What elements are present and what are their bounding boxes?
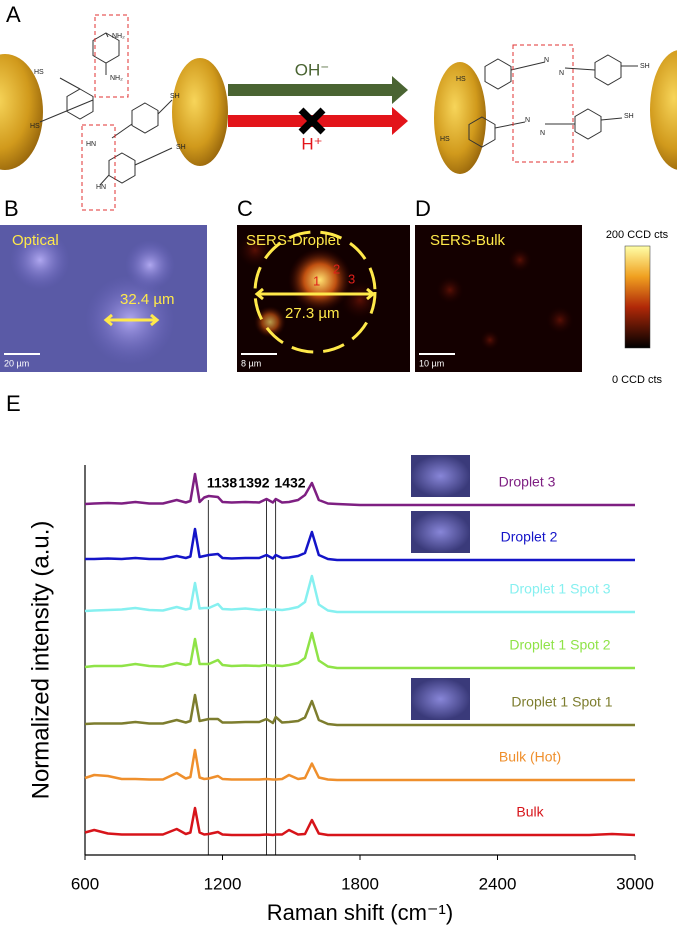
gold-particle xyxy=(172,58,228,166)
series-label: Droplet 3 xyxy=(499,474,556,490)
y-axis-label: Normalized intensity (a.u.) xyxy=(27,521,54,800)
spot-label: 2 xyxy=(333,261,340,276)
spectrum xyxy=(84,631,635,670)
panel-title: Optical xyxy=(12,232,59,249)
chem-label: N xyxy=(559,70,564,77)
gold-particle xyxy=(0,54,43,170)
x-tick-label: 1200 xyxy=(204,874,242,893)
chem-label: HS xyxy=(30,123,40,130)
arrow-label: OH⁻ xyxy=(295,60,329,79)
chem-label: NH₂ xyxy=(112,33,125,40)
chem-label: HS xyxy=(34,69,44,76)
chem-label: SH xyxy=(176,144,186,151)
panel-b: B Optical 32.4 µm 20 µm xyxy=(0,196,207,372)
series-label: Bulk (Hot) xyxy=(499,749,561,765)
gold-particle xyxy=(434,62,486,174)
arrow xyxy=(228,107,408,135)
size-label: 27.3 µm xyxy=(285,305,340,322)
panel-label: C xyxy=(237,196,253,221)
x-tick-label: 1800 xyxy=(341,874,379,893)
scale-bar xyxy=(419,353,455,355)
chem-label: N xyxy=(540,130,545,137)
gold-particle xyxy=(650,50,677,170)
panel-title: SERS-Bulk xyxy=(430,232,506,249)
thumbnail xyxy=(411,511,470,553)
spot-label: 3 xyxy=(348,271,355,286)
scale-label: 8 µm xyxy=(241,358,261,368)
series-label: Droplet 1 Spot 1 xyxy=(511,694,612,710)
x-axis-label: Raman shift (cm⁻¹) xyxy=(267,900,453,925)
size-arrow xyxy=(103,313,160,327)
scale-label: 10 µm xyxy=(419,358,444,368)
panel-label: D xyxy=(415,196,431,221)
colorbar xyxy=(624,245,651,349)
x-tick-label: 3000 xyxy=(616,874,654,893)
chem-label: N xyxy=(525,117,530,124)
panel-a: A NH₂ NH₂ HN HN HS HS SH SH OH⁻ H⁺ N N N… xyxy=(0,2,677,211)
chem-label: HS xyxy=(440,136,450,143)
chem-label: N xyxy=(544,57,549,64)
spectrum xyxy=(84,693,635,727)
panel-title: SERS-Droplet xyxy=(246,232,341,249)
series-label: Bulk xyxy=(516,804,544,820)
arrow-label: H⁺ xyxy=(301,134,322,153)
panel-label: A xyxy=(6,2,21,27)
spectrum xyxy=(84,806,636,837)
chem-label: HS xyxy=(456,76,466,83)
chem-label: SH xyxy=(640,63,650,70)
spot-label: 1 xyxy=(313,273,320,288)
spectrum xyxy=(84,472,635,507)
panel-c: C SERS-Droplet 27.3 µm 1 2 3 8 µm xyxy=(237,196,410,372)
reference-label: 1138 xyxy=(207,475,238,491)
scale-bar xyxy=(4,353,40,355)
series-label: Droplet 1 Spot 2 xyxy=(509,637,610,653)
thumbnail xyxy=(411,678,470,720)
spectrum xyxy=(84,748,635,782)
chem-label: HN xyxy=(86,141,96,148)
chem-label: NH₂ xyxy=(110,75,123,82)
size-label: 32.4 µm xyxy=(120,291,175,308)
colorbar-label: 0 CCD cts xyxy=(612,374,663,386)
chem-label: HN xyxy=(96,184,106,191)
spectrum xyxy=(85,527,635,562)
panel-e: E Raman shift (cm⁻¹) Normalized intensit… xyxy=(6,391,654,925)
arrow xyxy=(228,76,408,104)
series-label: Droplet 2 xyxy=(501,529,558,545)
chem-label: SH xyxy=(170,93,180,100)
size-arrow xyxy=(254,287,376,301)
reference-label: 1392 xyxy=(238,475,269,491)
droplet-outline xyxy=(253,230,377,354)
scale-bar xyxy=(241,353,277,355)
block-mark xyxy=(298,107,326,135)
spectrum xyxy=(84,574,635,614)
chem-label: SH xyxy=(624,113,634,120)
reference-label: 1432 xyxy=(274,475,305,491)
series-label: Droplet 1 Spot 3 xyxy=(509,581,610,597)
panel-d: D SERS-Bulk 10 µm 200 CCD cts 0 CCD cts xyxy=(415,196,669,386)
panel-label: E xyxy=(6,391,21,416)
panel-label: B xyxy=(4,196,19,221)
colorbar-label: 200 CCD cts xyxy=(606,229,669,241)
x-tick-label: 2400 xyxy=(479,874,517,893)
thumbnail xyxy=(411,455,470,497)
x-tick-label: 600 xyxy=(71,874,99,893)
scale-label: 20 µm xyxy=(4,358,29,368)
